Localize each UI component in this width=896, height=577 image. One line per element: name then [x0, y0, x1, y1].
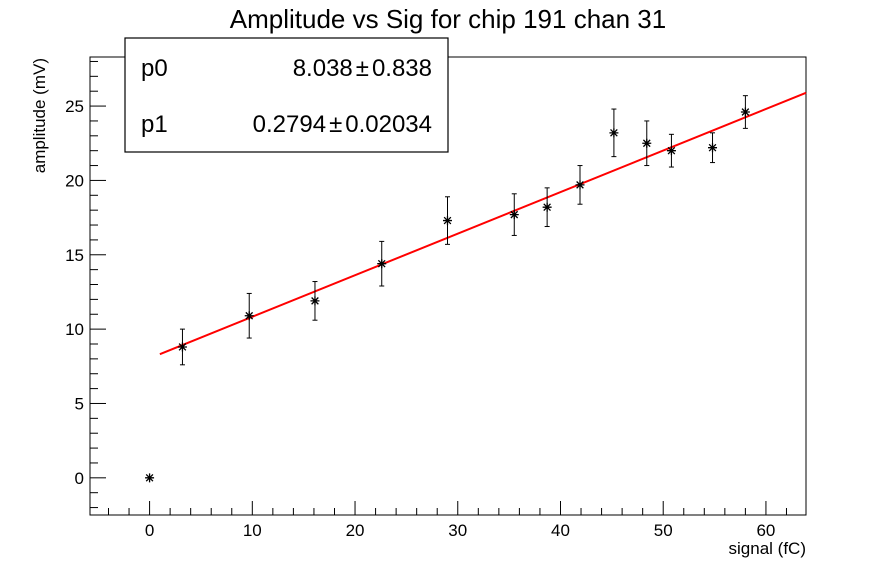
- data-point: [509, 193, 519, 236]
- x-tick-label: 10: [243, 521, 262, 540]
- data-point: [442, 196, 452, 245]
- stats-p1-estimate: 0.2794: [253, 111, 326, 138]
- asterisk-marker: [740, 107, 750, 117]
- data-point: [310, 281, 320, 321]
- stats-p0-value: 8.038 ±0.838: [293, 55, 432, 82]
- stats-p1-value: 0.2794 ±0.02034: [253, 111, 432, 138]
- stats-box-frame: [124, 37, 449, 153]
- data-point: [708, 132, 718, 164]
- asterisk-marker: [666, 146, 676, 156]
- x-tick-label: 60: [756, 521, 775, 540]
- data-point: [666, 133, 676, 168]
- x-tick-label: 30: [448, 521, 467, 540]
- y-tick-label: 25: [65, 97, 84, 116]
- data-point: [377, 240, 387, 287]
- data-point: [740, 95, 750, 129]
- data-point: [244, 292, 254, 339]
- y-axis-label: amplitude (mV): [30, 58, 49, 173]
- y-tick-label: 20: [65, 171, 84, 190]
- data-point: [609, 108, 619, 158]
- fit-line: [159, 91, 807, 356]
- stats-p0-name: p0: [141, 55, 168, 82]
- x-axis-label: signal (fC): [729, 539, 806, 558]
- data-point: [542, 187, 552, 228]
- y-tick-label: 0: [75, 469, 84, 488]
- x-tick-label: 50: [654, 521, 673, 540]
- data-point: [145, 473, 155, 483]
- asterisk-marker: [377, 259, 387, 269]
- x-tick-label: 0: [145, 521, 154, 540]
- data-point: [177, 328, 187, 366]
- asterisk-marker: [244, 311, 254, 321]
- asterisk-marker: [542, 202, 552, 212]
- x-tick-label: 20: [346, 521, 365, 540]
- stats-p1-name: p1: [141, 111, 168, 138]
- data-point: [575, 165, 585, 205]
- asterisk-marker: [708, 143, 718, 153]
- y-ticks-group: 0 5 10 15 20 25: [65, 60, 106, 509]
- data-point: [642, 120, 652, 167]
- stats-p0-estimate: 8.038: [293, 55, 353, 82]
- y-tick-label: 10: [65, 320, 84, 339]
- asterisk-marker: [145, 473, 155, 483]
- stats-p1-pm: ±: [329, 111, 342, 138]
- asterisk-marker: [177, 342, 187, 352]
- chart-title: Amplitude vs Sig for chip 191 chan 31: [230, 4, 666, 34]
- asterisk-marker: [609, 128, 619, 138]
- x-ticks-group: 0 10 20 30 40 50 60: [107, 501, 787, 540]
- stats-p0-pm: ±: [356, 55, 369, 82]
- asterisk-marker: [442, 216, 452, 226]
- x-tick-label: 40: [551, 521, 570, 540]
- stats-box: p0 8.038 ±0.838 p1 0.2794 ±0.02034: [124, 37, 449, 153]
- stats-p0-error: 0.838: [372, 55, 432, 82]
- stats-p1-error: 0.02034: [345, 111, 432, 138]
- asterisk-marker: [310, 296, 320, 306]
- y-tick-label: 15: [65, 246, 84, 265]
- asterisk-marker: [509, 210, 519, 220]
- fit-group: [159, 91, 807, 356]
- asterisk-marker: [642, 138, 652, 148]
- points-group: [145, 95, 750, 483]
- y-tick-label: 5: [75, 394, 84, 413]
- asterisk-marker: [575, 180, 585, 190]
